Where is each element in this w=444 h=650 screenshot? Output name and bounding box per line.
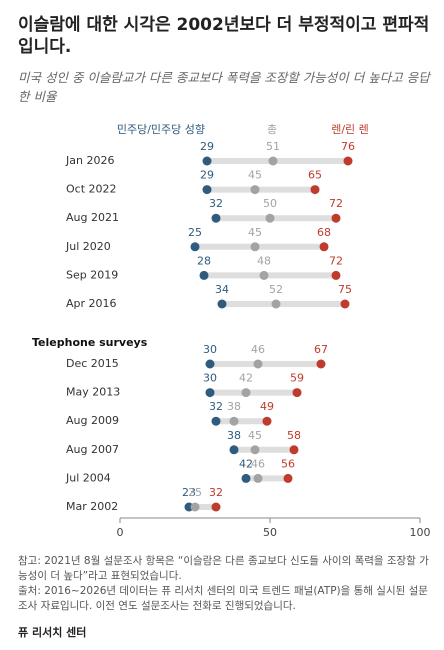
dot <box>211 213 221 223</box>
annotation: Telephone surveys <box>32 336 148 349</box>
category-label: Oct 2022 <box>66 183 117 196</box>
legend-label: 렌/린 렌 <box>331 123 369 136</box>
value-label: 56 <box>281 457 295 470</box>
dot <box>211 502 221 512</box>
value-label: 32 <box>209 400 223 413</box>
dot <box>268 156 278 166</box>
value-label: 46 <box>251 457 265 470</box>
value-label: 38 <box>227 400 241 413</box>
value-label: 38 <box>227 429 241 442</box>
value-label: 76 <box>341 140 355 153</box>
category-label: Dec 2015 <box>66 357 119 370</box>
value-label: 42 <box>239 372 253 385</box>
category-label: Jan 2026 <box>65 154 114 167</box>
value-label: 23 <box>182 486 196 499</box>
dot <box>250 185 260 195</box>
value-label: 29 <box>200 169 214 182</box>
value-label: 72 <box>329 254 343 267</box>
value-label: 45 <box>248 169 262 182</box>
value-label: 30 <box>203 343 217 356</box>
category-label: Mar 2002 <box>66 500 118 513</box>
x-tick-label: 0 <box>117 526 124 539</box>
dot <box>253 473 263 483</box>
dot <box>229 416 239 426</box>
value-label: 45 <box>248 226 262 239</box>
dot <box>331 213 341 223</box>
value-label: 25 <box>188 486 202 499</box>
dot <box>229 445 239 455</box>
value-label: 65 <box>308 169 322 182</box>
category-label: Sep 2019 <box>66 268 118 281</box>
legend-label: 민주당/민주당 성향 <box>117 123 205 136</box>
value-label: 59 <box>290 372 304 385</box>
dot <box>250 242 260 252</box>
dot <box>217 299 227 309</box>
value-label: 29 <box>200 140 214 153</box>
x-tick-label: 100 <box>410 526 431 539</box>
dot <box>205 388 215 398</box>
dot <box>211 416 221 426</box>
value-label: 34 <box>215 283 229 296</box>
dot <box>241 473 251 483</box>
dot <box>259 270 269 280</box>
dot <box>283 473 293 483</box>
dot <box>253 359 263 369</box>
legend-label: 총 <box>267 123 277 136</box>
note: 참고: 2021년 8월 설문조사 항목은 “이슬람은 다른 종교보다 신도들 … <box>18 555 429 582</box>
value-label: 45 <box>248 429 262 442</box>
chart-subtitle: 미국 성인 중 이슬람교가 다른 종교보다 폭력을 조장할 가능성이 더 높다고… <box>18 70 430 104</box>
value-label: 50 <box>263 197 277 210</box>
dot <box>340 299 350 309</box>
dot <box>241 388 251 398</box>
value-label: 68 <box>317 226 331 239</box>
value-label: 46 <box>251 343 265 356</box>
category-label: Aug 2021 <box>66 211 119 224</box>
dot <box>310 185 320 195</box>
category-label: Jul 2004 <box>65 471 111 484</box>
dot <box>292 388 302 398</box>
value-label: 48 <box>257 254 271 267</box>
dot <box>202 156 212 166</box>
dot <box>250 445 260 455</box>
dot <box>343 156 353 166</box>
value-label: 75 <box>338 283 352 296</box>
value-label: 32 <box>209 197 223 210</box>
dot <box>316 359 326 369</box>
value-label: 49 <box>260 400 274 413</box>
value-label: 58 <box>287 429 301 442</box>
organization: 퓨 리서치 센터 <box>18 626 87 639</box>
dot <box>205 359 215 369</box>
category-label: Aug 2009 <box>66 414 119 427</box>
category-label: May 2013 <box>66 386 120 399</box>
value-label: 42 <box>239 457 253 470</box>
dot <box>190 502 200 512</box>
dot <box>289 445 299 455</box>
category-label: Jul 2020 <box>65 240 111 253</box>
chart-title: 이슬람에 대한 시각은 2002년보다 더 부정적이고 편파적입니다. <box>18 15 430 57</box>
value-label: 72 <box>329 197 343 210</box>
category-label: Aug 2007 <box>66 443 119 456</box>
source: 출처: 2016~2026년 데이터는 퓨 리서치 센터의 미국 트렌드 패널(… <box>18 585 428 612</box>
dot <box>271 299 281 309</box>
dot <box>262 416 272 426</box>
x-tick-label: 50 <box>263 526 277 539</box>
value-label: 67 <box>314 343 328 356</box>
value-label: 25 <box>188 226 202 239</box>
dot <box>265 213 275 223</box>
dot <box>202 185 212 195</box>
value-label: 32 <box>209 486 223 499</box>
category-label: Apr 2016 <box>66 297 117 310</box>
value-label: 51 <box>266 140 280 153</box>
dot <box>190 242 200 252</box>
value-label: 30 <box>203 372 217 385</box>
value-label: 28 <box>197 254 211 267</box>
dot <box>331 270 341 280</box>
dot <box>319 242 329 252</box>
dot <box>199 270 209 280</box>
value-label: 52 <box>269 283 283 296</box>
